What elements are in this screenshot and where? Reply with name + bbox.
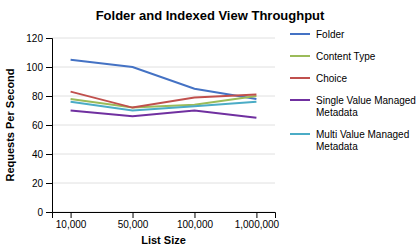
tick: 100,000	[177, 212, 214, 230]
tick-label: 10,000	[56, 219, 87, 230]
tick-mark	[46, 212, 52, 213]
x-axis: 10,000 50,000 100,000 1,000,000	[53, 212, 280, 230]
series-line	[71, 111, 257, 118]
tick: 40	[32, 149, 52, 160]
tick: 50,000	[118, 212, 149, 230]
series-line	[71, 102, 257, 111]
grid-line	[52, 154, 275, 155]
legend-label: Folder	[316, 29, 345, 40]
grid	[52, 38, 275, 212]
tick-label: 60	[32, 120, 44, 131]
tick: 0	[37, 207, 52, 218]
tick: 1,000,000	[235, 212, 280, 230]
tick-label: 0	[37, 207, 43, 218]
legend-swatch	[290, 55, 310, 57]
tick-label: 120	[26, 33, 43, 44]
tick-mark	[256, 212, 257, 218]
tick-mark	[46, 96, 52, 97]
tick-label: 80	[32, 91, 44, 102]
chart: Folder and Indexed View Throughput 10,000…	[0, 0, 420, 252]
tick-mark	[194, 212, 195, 218]
legend: Folder Content Type Choice Single Value Man…	[290, 29, 416, 152]
tick: 60	[32, 120, 52, 131]
tick-mark	[71, 212, 72, 218]
tick-mark	[46, 183, 52, 184]
legend-swatch	[290, 133, 310, 135]
tick-mark	[46, 67, 52, 68]
legend-label: Multi Value ManagedMetadata	[316, 129, 409, 152]
grid-line	[52, 125, 275, 126]
legend-swatch	[290, 33, 310, 35]
tick-label: 100,000	[177, 219, 214, 230]
y-axis: 0 20 40 60 80 100 120	[26, 33, 52, 218]
axis-line	[53, 213, 276, 219]
legend-swatch	[290, 77, 310, 79]
tick-label: 1,000,000	[235, 219, 280, 230]
y-axis-title: Requests Per Second	[4, 68, 16, 181]
tick: 20	[32, 178, 52, 189]
tick-label: 100	[26, 62, 43, 73]
axis-line	[46, 39, 53, 213]
tick-mark	[46, 154, 52, 155]
tick-label: 20	[32, 178, 44, 189]
tick-label: 40	[32, 149, 44, 160]
legend-label: Single Value ManagedMetadata	[316, 95, 416, 118]
grid-line	[52, 183, 275, 184]
grid-line	[52, 38, 275, 39]
legend-item: Folder	[290, 29, 345, 40]
grid-line	[52, 67, 275, 68]
legend-item: Multi Value ManagedMetadata	[290, 129, 409, 152]
tick-mark	[133, 212, 134, 218]
title: Folder and Indexed View Throughput	[96, 8, 325, 23]
tick-mark	[46, 38, 52, 39]
tick: 80	[32, 91, 52, 102]
tick: 10,000	[56, 212, 87, 230]
legend-item: Single Value ManagedMetadata	[290, 95, 416, 118]
series-line	[71, 60, 257, 99]
tick: 120	[26, 33, 52, 44]
plot: 10,000 50,000 100,000 1,000,000 0 20 40 60 80 100…	[26, 33, 279, 230]
x-axis-title: List Size	[141, 234, 186, 246]
legend-item: Content Type	[290, 51, 376, 62]
legend-swatch	[290, 99, 310, 101]
series-group	[71, 60, 257, 118]
tick-mark	[46, 125, 52, 126]
legend-item: Choice	[290, 73, 348, 84]
legend-label: Content Type	[316, 51, 376, 62]
tick: 100	[26, 62, 52, 73]
tick-label: 50,000	[118, 219, 149, 230]
legend-label: Choice	[316, 73, 348, 84]
